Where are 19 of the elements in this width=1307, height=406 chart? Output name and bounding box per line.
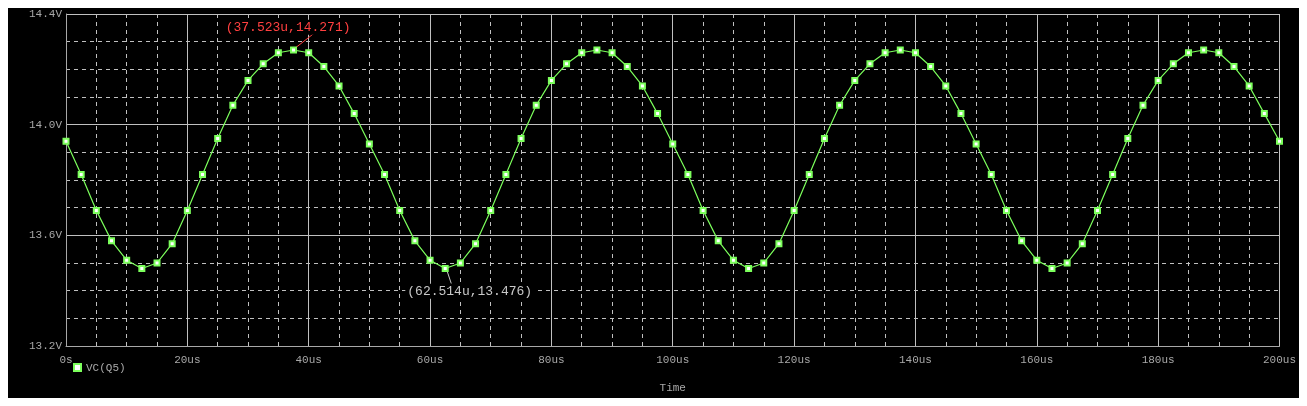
x-tick-label: 100us <box>656 353 690 366</box>
x-tick-label: 120us <box>777 353 811 366</box>
x-tick-label: 80us <box>538 353 565 366</box>
x-axis-title: Time <box>659 381 686 394</box>
x-tick-label: 160us <box>1020 353 1054 366</box>
legend-label: VC(Q5) <box>86 361 126 374</box>
x-tick-label: 0s <box>59 353 73 366</box>
x-tick-label: 60us <box>416 353 444 366</box>
x-tick-label: 140us <box>898 353 932 366</box>
y-tick-label: 14.4V <box>28 8 63 20</box>
annotation: (37.523u,14.271) <box>225 19 351 35</box>
x-tick-label: 20us <box>174 353 201 366</box>
x-tick-label: 40us <box>295 353 322 366</box>
annotation: (62.514u,13.476) <box>407 283 533 299</box>
y-tick-label: 14.0V <box>28 118 63 131</box>
y-tick-label: 13.6V <box>28 229 63 242</box>
y-tick-label: 13.2V <box>28 340 63 352</box>
x-tick-label: 180us <box>1141 353 1175 366</box>
x-tick-label: 200us <box>1262 353 1297 366</box>
